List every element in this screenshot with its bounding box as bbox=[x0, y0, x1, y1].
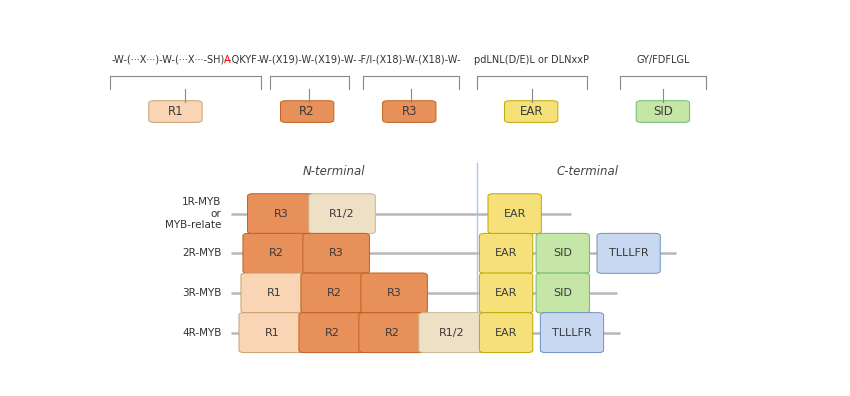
FancyBboxPatch shape bbox=[241, 273, 308, 313]
Text: EAR: EAR bbox=[495, 288, 518, 298]
FancyBboxPatch shape bbox=[359, 313, 425, 352]
FancyBboxPatch shape bbox=[536, 273, 589, 313]
FancyBboxPatch shape bbox=[280, 101, 334, 122]
FancyBboxPatch shape bbox=[303, 233, 370, 273]
Text: EAR: EAR bbox=[495, 327, 518, 338]
Text: R3: R3 bbox=[329, 248, 343, 258]
FancyBboxPatch shape bbox=[479, 273, 533, 313]
Text: R3: R3 bbox=[274, 209, 288, 219]
Text: R3: R3 bbox=[387, 288, 401, 298]
Text: 4R-MYB: 4R-MYB bbox=[182, 327, 222, 338]
Text: R2: R2 bbox=[325, 327, 340, 338]
Text: TLLLFR: TLLLFR bbox=[609, 248, 649, 258]
FancyBboxPatch shape bbox=[247, 194, 314, 234]
Text: R2: R2 bbox=[385, 327, 400, 338]
Text: R1/2: R1/2 bbox=[439, 327, 465, 338]
Text: SID: SID bbox=[553, 248, 572, 258]
Text: R1/2: R1/2 bbox=[329, 209, 355, 219]
FancyBboxPatch shape bbox=[149, 101, 202, 122]
Text: -W-(···X···)-W-(···X···-SH)--QKYF: -W-(···X···)-W-(···X···-SH)--QKYF bbox=[111, 55, 257, 65]
Text: N-terminal: N-terminal bbox=[303, 164, 365, 177]
Text: EAR: EAR bbox=[519, 105, 543, 118]
Text: pdLNL(D/E)L or DLNxxP: pdLNL(D/E)L or DLNxxP bbox=[473, 55, 589, 65]
Text: R2: R2 bbox=[326, 288, 342, 298]
FancyBboxPatch shape bbox=[636, 101, 689, 122]
Text: R1: R1 bbox=[167, 105, 184, 118]
FancyBboxPatch shape bbox=[299, 313, 366, 352]
FancyBboxPatch shape bbox=[419, 313, 485, 352]
FancyBboxPatch shape bbox=[504, 101, 558, 122]
Text: SID: SID bbox=[553, 288, 572, 298]
Text: 1R-MYB
or
MYB-relate: 1R-MYB or MYB-relate bbox=[165, 197, 222, 230]
Text: -F/I-(X18)-W-(X18)-W-: -F/I-(X18)-W-(X18)-W- bbox=[358, 55, 461, 65]
FancyBboxPatch shape bbox=[309, 194, 376, 234]
FancyBboxPatch shape bbox=[479, 233, 533, 273]
Text: R2: R2 bbox=[269, 248, 284, 258]
Text: R3: R3 bbox=[401, 105, 417, 118]
Text: SID: SID bbox=[653, 105, 673, 118]
FancyBboxPatch shape bbox=[597, 233, 660, 273]
FancyBboxPatch shape bbox=[488, 194, 541, 234]
FancyBboxPatch shape bbox=[536, 233, 589, 273]
FancyBboxPatch shape bbox=[382, 101, 436, 122]
FancyBboxPatch shape bbox=[361, 273, 428, 313]
Text: EAR: EAR bbox=[495, 248, 518, 258]
Text: R2: R2 bbox=[299, 105, 315, 118]
FancyBboxPatch shape bbox=[479, 313, 533, 352]
Text: R1: R1 bbox=[267, 288, 281, 298]
Text: -W-(X19)-W-(X19)-W-: -W-(X19)-W-(X19)-W- bbox=[257, 55, 358, 65]
Text: 2R-MYB: 2R-MYB bbox=[182, 248, 222, 258]
Text: TLLLFR: TLLLFR bbox=[552, 327, 592, 338]
Text: C-terminal: C-terminal bbox=[556, 164, 618, 177]
FancyBboxPatch shape bbox=[239, 313, 305, 352]
FancyBboxPatch shape bbox=[301, 273, 367, 313]
Text: R1: R1 bbox=[265, 327, 280, 338]
Text: EAR: EAR bbox=[503, 209, 526, 219]
Text: GY/FDFLGL: GY/FDFLGL bbox=[636, 55, 689, 65]
FancyBboxPatch shape bbox=[243, 233, 309, 273]
Text: 3R-MYB: 3R-MYB bbox=[182, 288, 222, 298]
Text: A: A bbox=[224, 55, 231, 65]
FancyBboxPatch shape bbox=[541, 313, 604, 352]
